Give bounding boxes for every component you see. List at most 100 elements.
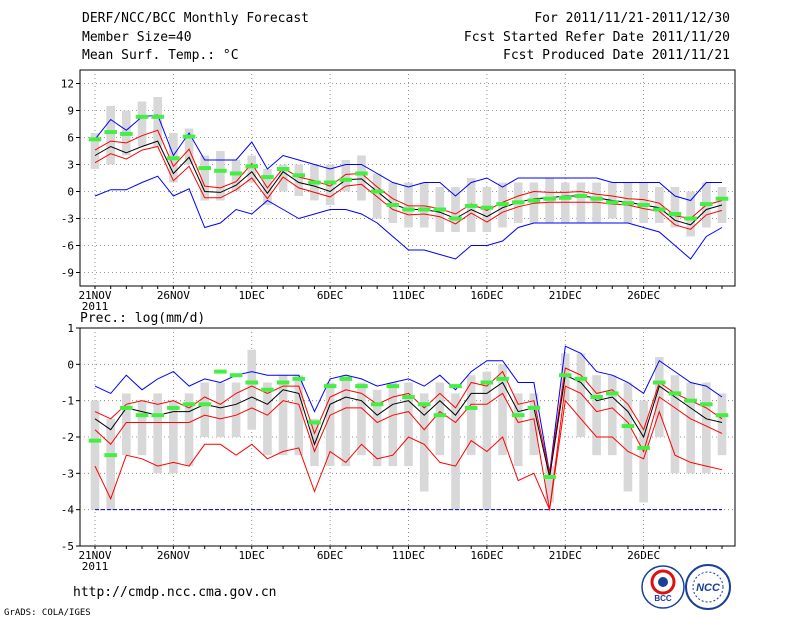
observed-marker (323, 384, 337, 389)
observed-marker (120, 131, 133, 136)
y-tick-label: -3 (61, 213, 74, 226)
lower-extreme-line (94, 399, 723, 512)
bcc-logo: BCC (641, 565, 685, 609)
observed-marker (402, 395, 415, 400)
spread-box (670, 375, 680, 474)
observed-marker (339, 177, 353, 182)
spread-box (325, 382, 335, 467)
chart-title: DERF/NCC/BCC Monthly Forecast (82, 11, 309, 26)
observed-marker (292, 376, 306, 381)
spread-box (106, 418, 115, 510)
observed-marker (229, 373, 243, 378)
observed-marker (449, 216, 462, 221)
spread-box (607, 375, 617, 456)
observed-marker (417, 207, 431, 212)
observed-marker (370, 402, 384, 407)
observed-marker (167, 405, 180, 410)
lower-extreme-line (94, 175, 723, 260)
observed-marker (229, 171, 243, 176)
forecast-produced-date-label: Fcst Produced Date 2011/11/21 (503, 48, 730, 63)
spread-box (466, 375, 476, 456)
observed-marker (433, 413, 447, 418)
temperature-panel-frame (79, 69, 736, 287)
observed-marker (480, 205, 494, 210)
observed-marker (402, 207, 415, 212)
observed-marker (355, 384, 368, 389)
ensemble-high-line (94, 129, 723, 220)
y-tick-label: -6 (61, 240, 74, 253)
spread-box (357, 382, 366, 456)
observed-marker (606, 391, 619, 396)
upper-extreme-line (94, 345, 723, 474)
spread-box (200, 155, 210, 201)
observed-marker (339, 376, 353, 381)
observed-marker (88, 438, 102, 443)
y-tick-label: 9 (67, 105, 74, 118)
spread-box (670, 187, 680, 228)
observed-marker (198, 402, 211, 407)
observed-marker (511, 413, 525, 418)
spread-box (388, 382, 398, 467)
spread-box (231, 160, 241, 192)
observed-marker (182, 134, 196, 139)
observed-marker (653, 207, 666, 212)
x-year-label: 2011 (82, 300, 109, 313)
observed-marker (621, 201, 635, 206)
observed-marker (323, 180, 337, 185)
observed-marker (464, 405, 478, 410)
spread-box (184, 128, 194, 165)
observed-marker (167, 156, 180, 161)
x-tick-label: 26DEC (627, 549, 660, 562)
x-tick-label: 1DEC (239, 549, 266, 562)
observed-marker (590, 395, 603, 400)
observed-marker (637, 203, 650, 207)
x-tick-label: 21DEC (549, 549, 582, 562)
observed-marker (386, 384, 400, 389)
spread-box (576, 353, 586, 437)
bcc-logo-text: BCC (654, 594, 672, 603)
spread-box (513, 393, 523, 467)
spread-box (278, 375, 288, 456)
spread-box (419, 182, 429, 228)
observed-marker (151, 114, 164, 119)
spread-box (90, 133, 100, 169)
y-tick-label: -2 (61, 431, 74, 444)
observed-marker (182, 402, 196, 407)
observed-marker (135, 114, 149, 119)
observed-marker (574, 376, 588, 381)
observed-marker (511, 200, 525, 205)
spread-box (686, 382, 695, 474)
observed-marker (198, 166, 211, 171)
spread-box (278, 164, 288, 192)
observed-marker (292, 173, 306, 178)
spread-box (200, 382, 210, 437)
spread-box (372, 173, 382, 219)
x-tick-label: 21DEC (549, 289, 582, 302)
x-tick-label: 16DEC (470, 289, 503, 302)
observed-marker (668, 212, 682, 216)
observed-marker (496, 202, 509, 207)
x-tick-label: 26NOV (157, 289, 190, 302)
observed-marker (104, 453, 117, 458)
upper-extreme-line (94, 114, 722, 202)
spread-box (216, 382, 225, 437)
y-tick-label: 12 (61, 78, 74, 91)
y-tick-label: 6 (67, 132, 74, 145)
y-tick-label: 0 (67, 186, 74, 199)
observed-marker (245, 380, 259, 385)
spread-box (686, 191, 695, 237)
observed-marker (88, 137, 102, 142)
observed-marker (276, 380, 290, 385)
spread-box (325, 164, 335, 205)
observed-marker (433, 207, 447, 212)
observed-marker (606, 200, 619, 205)
observed-marker (590, 196, 603, 201)
forecast-start-date-label: Fcst Started Refer Date 2011/11/20 (463, 30, 730, 45)
spread-box (169, 400, 178, 474)
observed-marker (574, 194, 588, 198)
x-tick-label: 6DEC (317, 549, 344, 562)
spread-box (529, 393, 539, 456)
observed-marker (308, 420, 321, 425)
observed-marker (417, 402, 431, 407)
spread-box (419, 393, 429, 492)
